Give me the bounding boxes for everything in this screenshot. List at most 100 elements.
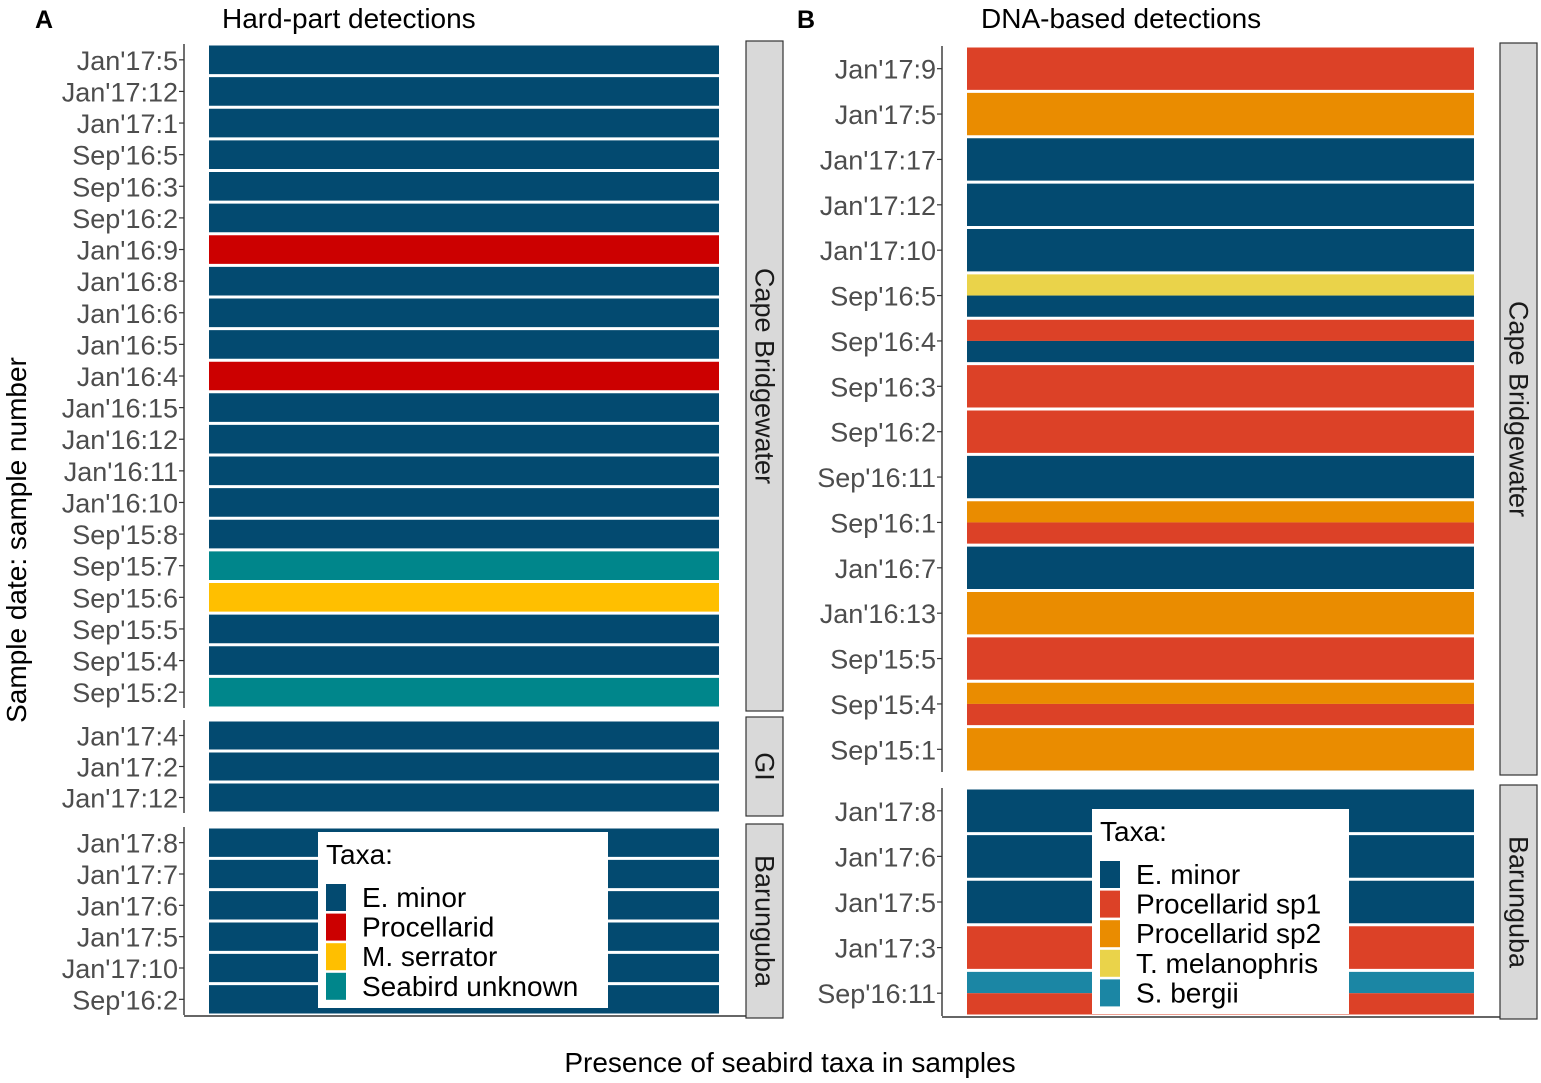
y-tick-label: Sep'15:6: [72, 583, 178, 613]
y-tick-label: Sep'16:1: [830, 508, 936, 538]
bar-segment-e-minor: [209, 644, 719, 677]
y-tick-label: Jan'17:1: [77, 109, 178, 139]
y-tick-label: Sep'15:4: [72, 647, 178, 677]
bar-segment-e-minor: [209, 202, 719, 234]
y-tick-label: Jan'16:7: [835, 554, 936, 584]
y-tick-label: Sep'15:7: [72, 552, 178, 582]
bar-segment-e-minor: [209, 751, 719, 782]
bar-segment-e-minor: [209, 75, 719, 108]
y-tick-label: Sep'15:4: [830, 690, 936, 720]
facet-cape-bridgewater: Jan'17:5Jan'17:12Jan'17:1Sep'16:5Sep'16:…: [62, 40, 784, 712]
y-tick-label: Jan'16:5: [77, 330, 178, 360]
y-tick-label: Jan'17:5: [835, 888, 936, 918]
bar-segment-e-minor: [209, 44, 719, 76]
bar-segment-e-minor: [967, 295, 1474, 319]
legend-swatch-m-serrator: [326, 943, 346, 971]
y-tick-label: Sep'16:11: [817, 463, 936, 493]
y-tick-label: Jan'17:2: [77, 753, 178, 783]
y-tick-label: Sep'15:8: [72, 520, 178, 550]
y-tick-label: Sep'15:1: [830, 735, 936, 765]
y-tick-label: Jan'16:13: [820, 599, 936, 629]
legend-swatch-procellarid: [326, 913, 346, 941]
facet-strip: [1499, 784, 1538, 1020]
y-tick-label: Sep'16:5: [830, 282, 936, 312]
facet-strip: [745, 716, 784, 817]
legend-label: Procellarid sp2: [1136, 918, 1321, 949]
facet-strip: [745, 823, 784, 1019]
bar-segment-procellarid-sp2: [967, 726, 1474, 772]
bar-segment-e-minor: [209, 423, 719, 456]
panel-letter: A: [35, 6, 53, 34]
bar-segment-procellarid-sp1: [967, 522, 1474, 546]
bar-segment-e-minor: [967, 182, 1474, 228]
y-tick-label: Jan'17:8: [77, 829, 178, 859]
bar-segment-procellarid-sp1: [967, 318, 1474, 341]
legend-swatch-s-bergii: [1100, 979, 1120, 1007]
facet-strip-label: Barunguba: [750, 855, 780, 988]
legend-label: Procellarid sp1: [1136, 889, 1321, 920]
bar-segment-seabird-unknown: [209, 549, 719, 582]
bar-segment-seabird-unknown: [209, 676, 719, 708]
bar-segment-procellarid-sp1: [967, 409, 1474, 455]
bar-segment-e-minor: [209, 455, 719, 487]
legend-label: Seabird unknown: [362, 971, 578, 1002]
bar-segment-e-minor: [209, 296, 719, 329]
bar-segment-procellarid-sp1: [967, 363, 1474, 409]
y-tick-label: Sep'15:2: [72, 678, 178, 708]
bar-segment-e-minor: [967, 454, 1474, 500]
y-tick-label: Sep'16:3: [830, 372, 936, 402]
legend-title: Taxa:: [326, 839, 393, 870]
legend-title: Taxa:: [1100, 816, 1167, 847]
bar-segment-e-minor: [209, 328, 719, 361]
y-tick-label: Jan'16:6: [77, 299, 178, 329]
y-tick-label: Sep'16:2: [830, 418, 936, 448]
y-tick-label: Jan'17:5: [77, 46, 178, 76]
bar-segment-e-minor: [209, 107, 719, 139]
legend-swatch-e-minor: [326, 884, 346, 911]
bar-segment-e-minor: [209, 138, 719, 171]
panel-b-dna-based: B DNA-based detectionsJan'17:9Jan'17:5Jan…: [797, 3, 1538, 1020]
y-tick-label: Jan'17:6: [77, 891, 178, 921]
bar-segment-procellarid-sp2: [967, 590, 1474, 636]
y-tick-label: Jan'17:10: [62, 954, 178, 984]
facet-strip-label: Cape Bridgewater: [1504, 301, 1534, 517]
y-axis-label: Sample date: sample number: [1, 357, 32, 723]
bar-segment-e-minor: [967, 545, 1474, 591]
y-tick-label: Jan'16:11: [64, 457, 178, 487]
y-tick-label: Jan'17:12: [820, 191, 936, 221]
legend-swatch-procellarid-sp2: [1100, 920, 1120, 948]
bar-segment-e-minor: [209, 518, 719, 550]
bar-segment-e-minor: [967, 136, 1474, 183]
bar-segment-e-minor: [967, 227, 1474, 273]
panel-letter: B: [797, 6, 815, 34]
legend-swatch-t-melanophris: [1100, 949, 1120, 977]
legend-box: [318, 832, 608, 1008]
y-tick-label: Jan'17:12: [62, 784, 178, 814]
facet-strip-label: GI: [750, 752, 780, 781]
bar-segment-procellarid-sp1: [967, 635, 1474, 682]
facet-strip-label: Barunguba: [1504, 836, 1534, 969]
legend-swatch-seabird-unknown: [326, 972, 346, 1000]
bar-segment-e-minor: [209, 486, 719, 519]
bar-segment-t-melanophris: [967, 272, 1474, 296]
y-tick-label: Sep'16:2: [72, 985, 178, 1015]
y-tick-label: Jan'17:7: [77, 860, 178, 890]
bar-segment-e-minor: [209, 720, 719, 751]
facet-cape-bridgewater: Jan'17:9 Jan'17:5 Jan'17:17 Jan'17:12 Jan'17…: [817, 42, 1538, 776]
bar-segment-procellarid-sp2: [967, 681, 1474, 704]
y-tick-label: Jan'16:4: [77, 362, 178, 392]
y-tick-label: Sep'15:5: [72, 615, 178, 645]
legend-box: [1092, 809, 1349, 1014]
y-tick-label: Jan'16:9: [77, 236, 178, 266]
legend-swatch-e-minor: [1100, 861, 1120, 888]
y-tick-label: Sep'15:5: [830, 645, 936, 675]
bar-segment-e-minor: [209, 782, 719, 813]
y-tick-label: Jan'16:10: [62, 488, 178, 518]
y-tick-label: Jan'17:6: [835, 842, 936, 872]
bar-segment-procellarid: [209, 360, 719, 392]
legend-label: T. melanophris: [1136, 948, 1318, 979]
